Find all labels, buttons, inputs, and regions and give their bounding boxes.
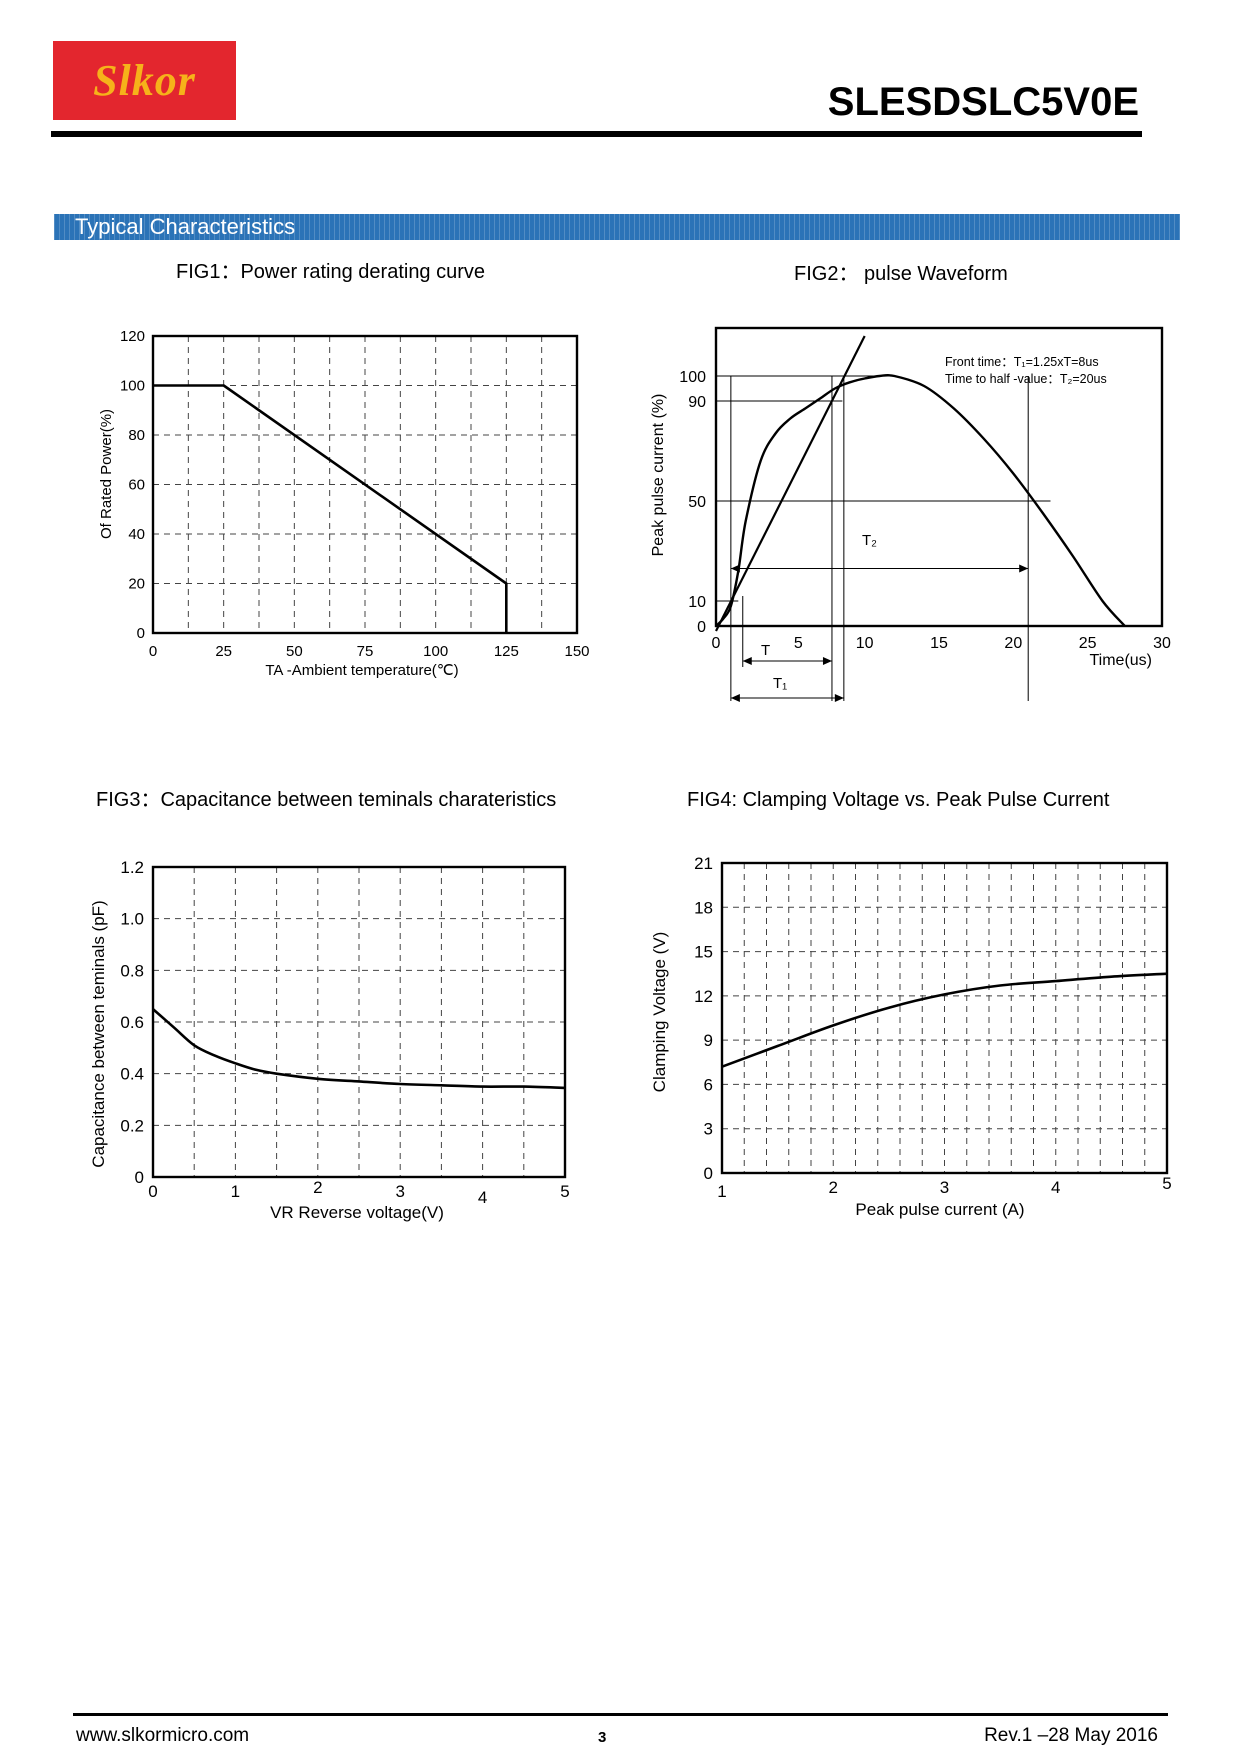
fig1-ylabel: Of Rated Power(%) (98, 409, 115, 539)
fig2-xtick-30: 30 (1153, 635, 1171, 652)
footer-rule (73, 1713, 1168, 1716)
part-number: SLESDSLC5V0E (827, 80, 1139, 124)
fig3-ytick-0.4: 0.4 (120, 1065, 144, 1084)
fig1-ytick-40: 40 (128, 526, 145, 543)
fig3-ytick-0.6: 0.6 (120, 1013, 144, 1032)
fig4-xtick-2: 2 (829, 1178, 838, 1197)
fig3-xtick-0: 0 (148, 1182, 157, 1201)
fig2-t1-arrowhead-left (730, 694, 740, 702)
fig2-title: FIG2： pulse Waveform (794, 263, 1008, 285)
fig2-half-value-note: Time to half -value：T₂=20us (945, 372, 1107, 386)
fig2-ytick-50: 50 (688, 494, 706, 511)
fig2-ytick-100: 100 (679, 369, 706, 386)
fig1-xtick-150: 150 (564, 643, 589, 660)
fig4-ytick-0: 0 (704, 1164, 713, 1183)
fig1-derating-line (153, 384, 508, 633)
fig4-ytick-21: 21 (694, 854, 713, 873)
footer-website[interactable]: www.slkormicro.com (76, 1725, 250, 1746)
fig4-clamping-curve (721, 972, 1168, 1068)
fig1-ytick-100: 100 (120, 378, 145, 395)
fig2-ytick-10: 10 (688, 594, 706, 611)
fig2-plot-frame (714, 326, 1164, 628)
fig1-ytick-20: 20 (128, 576, 145, 593)
fig1-xtick-50: 50 (286, 643, 303, 660)
fig2-chart: 0 5 10 15 20 25 30 0 10 50 90 100 (679, 326, 1171, 702)
fig2-ytick-90: 90 (688, 394, 706, 411)
fig3-ytick-0: 0 (135, 1168, 144, 1187)
fig4-xtick-3: 3 (940, 1178, 949, 1197)
fig2-t-label: T (761, 642, 770, 659)
fig4-ytick-12: 12 (694, 987, 713, 1006)
fig4-xtick-1: 1 (717, 1182, 726, 1201)
fig3-ytick-0.2: 0.2 (120, 1116, 144, 1135)
fig4-ytick-15: 15 (694, 943, 713, 962)
fig4-xtick-5: 5 (1162, 1174, 1171, 1193)
fig1-ytick-0: 0 (137, 625, 145, 642)
fig2-ylabel: Peak pulse current (%) (650, 394, 667, 557)
fig3-ytick-1.2: 1.2 (120, 858, 144, 877)
fig4-ylabel: Clamping Voltage (V) (650, 932, 669, 1093)
fig1-ytick-60: 60 (128, 477, 145, 494)
fig3-ytick-1.0: 1.0 (120, 910, 144, 929)
fig2-t2-arrowhead-right (1019, 564, 1029, 573)
fig3-xtick-5: 5 (560, 1182, 569, 1201)
fig3-xtick-1: 1 (231, 1182, 240, 1201)
fig2-t-arrowhead-left (742, 657, 752, 665)
fig4-ytick-9: 9 (704, 1031, 713, 1050)
fig2-t-arrowhead-right (822, 657, 832, 665)
slkor-logo: Slkor (53, 41, 236, 120)
fig3-title: FIG3：Capacitance between teminals charat… (96, 789, 557, 811)
footer-revision: Rev.1 –28 May 2016 (984, 1725, 1158, 1746)
fig2-front-tangent (715, 335, 866, 632)
fig1-xtick-0: 0 (149, 643, 157, 660)
fig1-xtick-125: 125 (494, 643, 519, 660)
section-bar: Typical Characteristics (54, 214, 1180, 240)
fig2-xlabel: Time(us) (1089, 652, 1152, 669)
logo-text: Slkor (93, 56, 196, 105)
fig1-chart: 0 25 50 75 100 125 150 0 20 40 60 80 100 120 (120, 328, 590, 660)
fig3-xtick-4: 4 (478, 1188, 487, 1207)
fig2-xtick-20: 20 (1004, 635, 1022, 652)
fig1-title: FIG1：Power rating derating curve (176, 261, 486, 283)
section-title: Typical Characteristics (75, 214, 296, 239)
fig3-ylabel: Capacitance between teminals (pF) (89, 900, 108, 1167)
fig2-xtick-5: 5 (794, 635, 803, 652)
fig2-xtick-15: 15 (930, 635, 948, 652)
fig3-xtick-3: 3 (395, 1182, 404, 1201)
fig2-xtick-10: 10 (856, 635, 874, 652)
fig4-title: FIG4: Clamping Voltage vs. Peak Pulse Cu… (687, 789, 1110, 811)
fig2-t2-label: T₂ (862, 532, 877, 549)
fig1-xtick-75: 75 (357, 643, 374, 660)
fig3-plot-frame (151, 865, 567, 1179)
fig2-xtick-25: 25 (1079, 635, 1097, 652)
fig3-xlabel: VR Reverse voltage(V) (270, 1203, 444, 1222)
fig1-plot-frame (151, 334, 579, 635)
fig4-plot-frame (720, 861, 1169, 1175)
fig2-front-time-note: Front time：T₁=1.25xT=8us (945, 355, 1099, 369)
fig1-ytick-80: 80 (128, 427, 145, 444)
fig3-ytick-0.8: 0.8 (120, 961, 144, 980)
fig2-t1-arrowhead-right (834, 694, 844, 702)
footer-page-number: 3 (598, 1729, 607, 1746)
fig4-ytick-18: 18 (694, 898, 713, 917)
fig4-xlabel: Peak pulse current (A) (855, 1200, 1024, 1219)
fig4-ytick-3: 3 (704, 1120, 713, 1139)
fig4-ytick-6: 6 (704, 1075, 713, 1094)
fig3-capacitance-curve (152, 1008, 566, 1090)
fig1-xtick-100: 100 (423, 643, 448, 660)
fig3-chart: 0 1 2 3 4 5 0 0.2 0.4 0.6 0.8 1.0 1.2 (120, 858, 569, 1207)
fig2-t1-label: T₁ (773, 675, 787, 692)
fig2-pulse-waveform (715, 373, 1126, 627)
fig2-ytick-0: 0 (697, 619, 706, 636)
fig1-ytick-120: 120 (120, 328, 145, 345)
fig1-xtick-25: 25 (215, 643, 232, 660)
fig2-xtick-0: 0 (712, 635, 721, 652)
fig3-xtick-2: 2 (313, 1178, 322, 1197)
fig1-xlabel: TA -Ambient temperature(℃) (265, 662, 458, 679)
header-rule (51, 131, 1142, 137)
fig4-xtick-4: 4 (1051, 1178, 1060, 1197)
